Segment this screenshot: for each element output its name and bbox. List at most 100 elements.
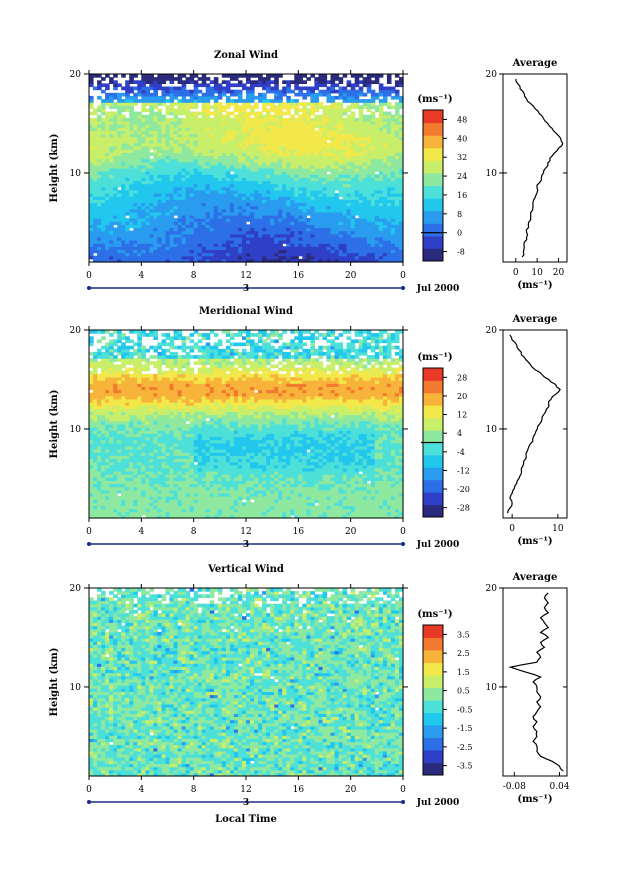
heatmap-cell	[125, 430, 130, 434]
heatmap-cell	[246, 208, 251, 213]
heatmap-cell	[382, 152, 388, 156]
heatmap-cell	[310, 189, 315, 194]
heatmap-cell	[354, 205, 360, 210]
heatmap-cell	[213, 108, 219, 113]
heatmap-cell	[161, 136, 167, 141]
heatmap-cell	[246, 252, 251, 257]
heatmap-cell	[109, 408, 114, 412]
heatmap-cell	[201, 152, 207, 156]
heatmap-cell	[201, 99, 207, 103]
heatmap-cell	[121, 215, 126, 219]
heatmap-cell	[330, 189, 336, 194]
heatmap-cell	[97, 486, 102, 491]
heatmap-cell	[258, 99, 263, 103]
heatmap-cell	[121, 392, 126, 397]
heatmap-cell	[165, 155, 171, 160]
heatmap-cell	[294, 99, 299, 103]
heatmap-cell	[129, 218, 134, 222]
heatmap-cell	[314, 215, 319, 219]
heatmap-cell	[157, 236, 162, 241]
heatmap-cell	[113, 389, 118, 394]
heatmap-cell	[270, 127, 275, 131]
heatmap-cell	[93, 508, 98, 513]
heatmap-cell	[149, 189, 154, 194]
heatmap-cell	[149, 202, 154, 207]
heatmap-cell	[262, 252, 267, 257]
heatmap-cell	[318, 155, 324, 160]
heatmap-cell	[334, 180, 340, 185]
heatmap-cell	[318, 80, 324, 84]
heatmap-cell	[153, 92, 158, 97]
heatmap-cell	[133, 246, 138, 250]
heatmap-cell	[201, 199, 207, 203]
heatmap-cell	[366, 130, 372, 135]
heatmap-cell	[322, 186, 328, 191]
colorbar-tick-label: 16	[457, 191, 467, 200]
heatmap-cell	[390, 124, 396, 128]
heatmap-cell	[117, 483, 122, 488]
heatmap-cell	[286, 158, 291, 163]
heatmap-cell	[246, 243, 251, 247]
heatmap-cell	[101, 224, 106, 229]
heatmap-cell	[354, 130, 360, 135]
heatmap-cell	[209, 215, 215, 219]
heatmap-cell	[189, 74, 195, 78]
heatmap-cell	[185, 186, 191, 191]
heatmap-cell	[274, 111, 279, 116]
heatmap-cell	[193, 240, 199, 244]
heatmap-cell	[237, 211, 243, 216]
heatmap-cell	[173, 164, 179, 169]
heatmap-cell	[390, 146, 396, 150]
heatmap-cell	[330, 149, 336, 153]
heatmap-cell	[89, 249, 94, 254]
heatmap-cell	[350, 177, 356, 182]
heatmap-cell	[358, 258, 364, 263]
heatmap-cell	[362, 177, 368, 182]
heatmap-cell	[205, 83, 211, 88]
heatmap-cell	[177, 246, 183, 250]
heatmap-cell	[101, 464, 106, 469]
heatmap-cell	[169, 136, 175, 141]
heatmap-cell	[117, 258, 122, 263]
heatmap-cell	[326, 189, 332, 194]
heatmap-cell	[250, 189, 255, 194]
heatmap-cell	[270, 246, 275, 250]
heatmap-cell	[141, 174, 146, 178]
heatmap-cell	[209, 202, 215, 207]
heatmap-cell	[89, 511, 94, 516]
heatmap-cell	[141, 258, 146, 263]
heatmap-cell	[282, 189, 287, 194]
heatmap-cell	[117, 168, 122, 172]
heatmap-cell	[302, 86, 307, 91]
heatmap-cell	[165, 146, 171, 150]
heatmap-cell	[274, 89, 279, 94]
heatmap-cell	[165, 149, 171, 153]
heatmap-cell	[125, 117, 130, 122]
heatmap-cell	[278, 183, 283, 188]
heatmap-cell	[201, 83, 207, 88]
heatmap-cell	[306, 177, 311, 182]
heatmap-cell	[246, 80, 251, 84]
heatmap-cell	[330, 164, 336, 169]
heatmap-cell	[258, 177, 263, 182]
heatmap-cell	[209, 208, 215, 213]
heatmap-cell	[181, 146, 187, 150]
heatmap-cell	[366, 199, 372, 203]
heatmap-cell	[294, 146, 299, 150]
heatmap-cell	[101, 383, 106, 387]
heatmap-cell	[125, 105, 130, 109]
heatmap-cell	[121, 436, 126, 441]
heatmap-cell	[306, 142, 311, 147]
heatmap-cell	[193, 158, 199, 163]
heatmap-cell	[354, 168, 360, 172]
heatmap-cell	[286, 180, 291, 185]
heatmap-cell	[358, 111, 364, 116]
heatmap-cell	[89, 508, 94, 513]
heatmap-cell	[221, 105, 227, 109]
heatmap-cell	[302, 246, 307, 250]
heatmap-cell	[117, 133, 122, 138]
heatmap-cell	[294, 177, 299, 182]
heatmap-cell	[169, 149, 175, 153]
heatmap-cell	[399, 114, 404, 119]
heatmap-cell	[129, 105, 134, 109]
